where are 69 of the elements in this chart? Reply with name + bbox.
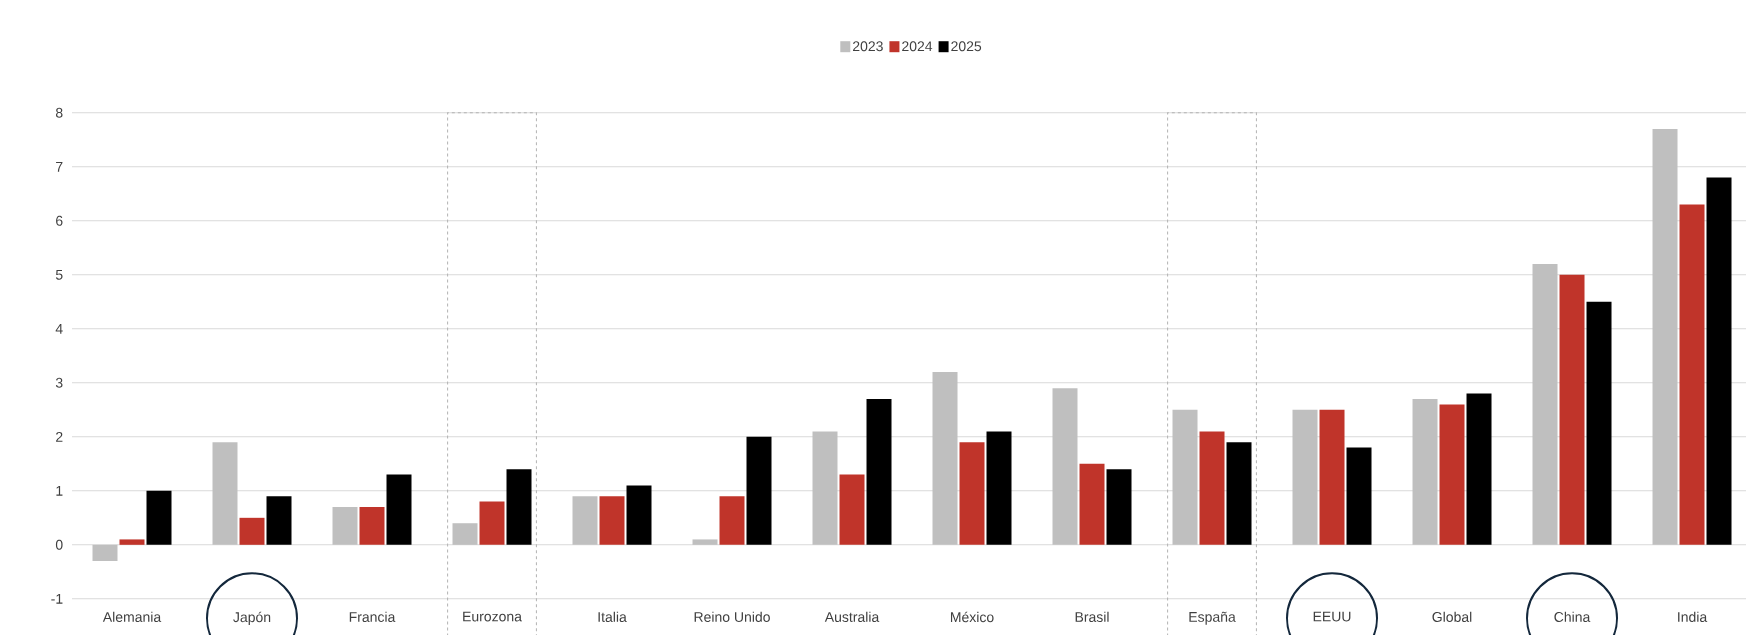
bar (599, 496, 625, 545)
x-tick-label: Reino Unido (694, 611, 770, 622)
bar (359, 507, 385, 545)
bar (866, 399, 892, 545)
y-tick-label: 3 (55, 377, 63, 388)
bar (1346, 447, 1372, 545)
x-tick-label: Alemania (102, 611, 162, 622)
x-tick-label: Australia (824, 611, 880, 622)
bar (212, 442, 238, 545)
y-tick-label: 8 (55, 107, 63, 118)
bar (746, 436, 772, 545)
x-tick-label: México (950, 611, 994, 623)
y-tick-label: 2 (56, 431, 63, 442)
bar (1172, 409, 1198, 545)
bar (1052, 388, 1078, 545)
bar (332, 507, 358, 545)
bar (1319, 409, 1345, 545)
bar (692, 539, 718, 545)
bar (1466, 393, 1492, 545)
bar (959, 442, 985, 545)
bar (452, 523, 478, 545)
bar (386, 474, 412, 545)
bar (506, 469, 532, 545)
x-tick-label: Italia (598, 611, 627, 622)
bar (932, 372, 958, 545)
bar (266, 496, 292, 545)
bar (1199, 431, 1225, 545)
x-tick-label: España (1189, 611, 1236, 625)
x-tick-label: India (1678, 611, 1708, 622)
bar (1412, 399, 1438, 545)
bar (92, 544, 118, 562)
y-tick-label: 5 (55, 269, 63, 280)
x-tick-label: Japón (233, 611, 271, 625)
bar (1586, 301, 1612, 545)
x-tick-label: China (1554, 611, 1591, 622)
bar (1439, 404, 1465, 545)
bar (572, 496, 598, 545)
y-tick-label: -1 (51, 594, 63, 604)
bar (1706, 177, 1732, 545)
bar (719, 496, 745, 545)
legend-label: 2024 (902, 41, 933, 52)
bar (1106, 469, 1132, 545)
bar (1559, 274, 1585, 545)
bar (1079, 463, 1105, 545)
x-tick-label: Eurozona (463, 611, 522, 622)
x-tick-label: EEUU (1313, 611, 1351, 622)
bar (1226, 442, 1252, 545)
legend-label: 2023 (853, 41, 883, 52)
x-tick-label: Francia (349, 611, 396, 622)
bar (479, 501, 505, 545)
bar (239, 517, 265, 545)
bar (146, 490, 172, 545)
bar (812, 431, 838, 545)
bar (986, 431, 1012, 545)
legend-label: 2025 (951, 41, 982, 52)
y-tick-label: 0 (55, 539, 63, 550)
x-tick-label: Global (1432, 611, 1472, 622)
y-tick-label: 6 (56, 215, 63, 226)
bar (1652, 129, 1678, 545)
bar (1679, 204, 1705, 545)
x-tick-label: Brasil (1075, 611, 1109, 622)
bar (1292, 409, 1318, 545)
y-tick-label: 4 (55, 324, 63, 334)
bar (1532, 264, 1558, 545)
y-tick-label: 7 (56, 162, 63, 172)
bar (839, 474, 865, 545)
bar (119, 539, 145, 545)
y-tick-label: 1 (56, 486, 63, 496)
bar (626, 485, 652, 545)
